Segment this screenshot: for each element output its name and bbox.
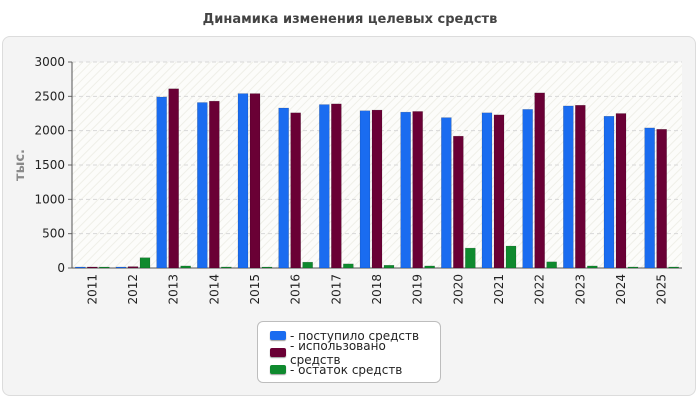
- chart-title: Динамика изменения целевых средств: [202, 12, 498, 27]
- bar-balance: [180, 265, 191, 269]
- bar-used: [615, 113, 627, 269]
- y-axis-label: тыс.: [13, 149, 28, 181]
- bar-received: [319, 104, 330, 269]
- bar-balance: [587, 265, 598, 269]
- x-tick-label: 2018: [370, 274, 384, 305]
- bar-received: [197, 102, 208, 269]
- x-tick-label: 2012: [126, 274, 140, 305]
- y-tick-label: 3000: [34, 55, 65, 69]
- y-tick-label: 0: [57, 261, 65, 275]
- x-tick-label: 2019: [411, 274, 425, 305]
- bar-used: [453, 135, 464, 269]
- x-tick-label: 2015: [248, 274, 262, 305]
- legend-label-used: - использовано средств: [289, 338, 386, 367]
- bar-used: [493, 114, 505, 269]
- bar-balance: [302, 261, 313, 269]
- x-tick-label: 2024: [614, 274, 628, 305]
- bar-used: [412, 111, 423, 269]
- bar-received: [603, 115, 615, 269]
- legend-item-balance: - остаток средств: [270, 361, 440, 378]
- bar-balance: [343, 263, 354, 269]
- x-tick-label: 2020: [451, 274, 465, 305]
- bar-used: [371, 109, 383, 269]
- bar-balance: [99, 266, 110, 269]
- y-tick-label: 2000: [34, 124, 65, 138]
- legend-item-used: - использовано средств: [270, 339, 440, 367]
- bar-received: [75, 266, 86, 269]
- legend-label-balance: - остаток средств: [290, 362, 403, 377]
- bar-received: [441, 117, 452, 269]
- legend-swatch-received: [270, 331, 286, 340]
- bar-balance: [465, 247, 476, 269]
- bar-received: [278, 107, 289, 269]
- bar-received: [400, 111, 411, 269]
- x-tick-label: 2021: [492, 274, 506, 305]
- bar-balance: [261, 266, 273, 269]
- bar-balance: [424, 265, 435, 269]
- bar-used: [331, 103, 342, 269]
- bar-used: [534, 92, 545, 269]
- bar-used: [575, 105, 586, 269]
- x-tick-label: 2017: [329, 274, 343, 305]
- bar-balance: [627, 266, 639, 269]
- bar-received: [115, 266, 127, 269]
- bar-used: [249, 93, 261, 269]
- bar-used: [209, 100, 220, 269]
- bar-received: [237, 93, 249, 269]
- bar-received: [481, 112, 493, 269]
- legend-swatch-used: [270, 348, 286, 357]
- bar-received: [156, 96, 167, 269]
- x-tick-label: 2023: [573, 274, 587, 305]
- legend-swatch-balance: [270, 365, 286, 374]
- bar-used: [290, 112, 301, 269]
- bar-used: [656, 129, 667, 269]
- x-tick-label: 2011: [85, 274, 99, 305]
- bar-received: [644, 127, 655, 269]
- chart-legend: - поступило средств - использовано средс…: [257, 321, 441, 383]
- legend-item-received: - поступило средств: [270, 327, 440, 344]
- y-tick-label: 2500: [34, 89, 65, 103]
- x-tick-label: 2013: [167, 274, 181, 305]
- y-tick-label: 500: [42, 227, 65, 241]
- bar-used: [87, 266, 98, 269]
- x-tick-label: 2025: [655, 274, 669, 305]
- bar-used: [127, 266, 139, 269]
- bar-balance: [668, 266, 679, 269]
- bar-used: [168, 88, 179, 269]
- x-tick-label: 2014: [207, 274, 221, 305]
- bar-balance: [383, 265, 395, 269]
- bar-received: [359, 110, 371, 269]
- y-tick-label: 1500: [34, 158, 65, 172]
- bar-balance: [505, 245, 517, 269]
- y-tick-label: 1000: [34, 192, 65, 206]
- bar-balance: [546, 261, 557, 269]
- bar-received: [522, 109, 533, 269]
- x-tick-label: 2022: [533, 274, 547, 305]
- bar-balance: [139, 257, 151, 269]
- bar-balance: [221, 266, 232, 269]
- bar-received: [563, 105, 574, 269]
- legend-label-received: - поступило средств: [290, 328, 420, 343]
- x-tick-label: 2016: [289, 274, 303, 305]
